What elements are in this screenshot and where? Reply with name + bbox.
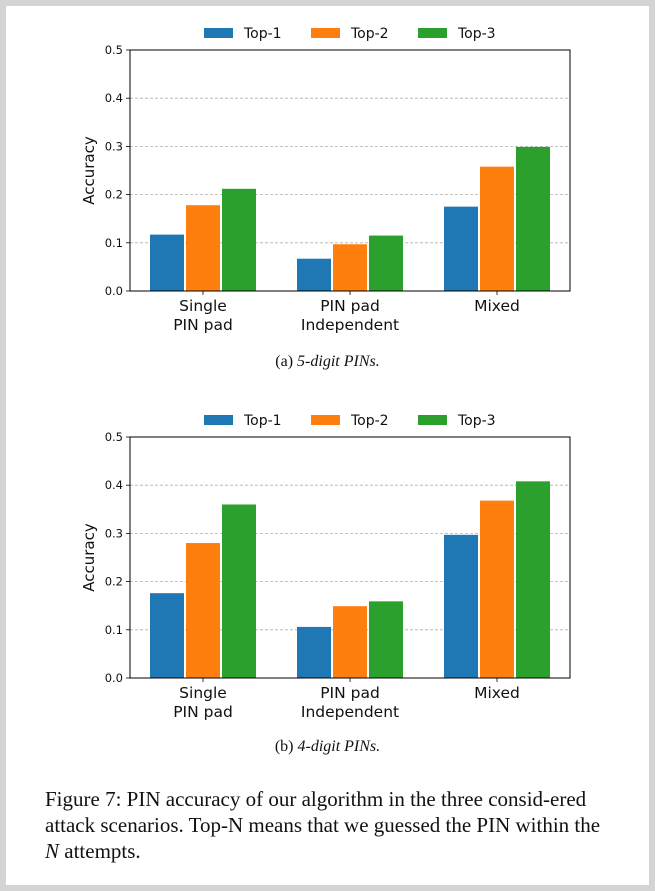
legend-swatch-top-2 — [311, 28, 340, 38]
legend-label: Top-2 — [350, 26, 389, 42]
bar-top-1 — [444, 534, 478, 678]
subcaption-a-text: 5-digit PINs. — [297, 353, 380, 370]
y-tick-label: 0.3 — [105, 526, 123, 540]
x-tick-label: Single — [179, 297, 227, 315]
y-tick-label: 0.4 — [105, 91, 123, 105]
legend-label: Top-3 — [457, 413, 496, 429]
legend-label: Top-2 — [350, 413, 389, 429]
subcaption-a-prefix: (a) — [275, 353, 298, 370]
y-tick-label: 0.0 — [105, 671, 123, 685]
bar-top-2 — [186, 543, 220, 678]
figure-caption-text: Figure 7: PIN accuracy of our algorithm … — [45, 787, 601, 837]
bar-top-2 — [480, 166, 514, 291]
y-tick-label: 0.5 — [105, 430, 123, 444]
legend-swatch-top-3 — [418, 415, 447, 425]
legend-swatch-top-2 — [311, 415, 340, 425]
y-tick-label: 0.1 — [105, 623, 123, 637]
y-tick-label: 0.1 — [105, 236, 123, 250]
legend-swatch-top-1 — [204, 28, 233, 38]
subcaption-a: (a) 5-digit PINs. — [0, 353, 655, 371]
y-tick-label: 0.4 — [105, 478, 123, 492]
bar-top-3 — [516, 146, 550, 291]
figure-caption-suffix: attempts. — [59, 839, 141, 863]
bar-top-1 — [297, 626, 331, 678]
bar-top-3 — [222, 504, 256, 678]
subcaption-b-text: 4-digit PINs. — [297, 738, 381, 755]
x-tick-label: Independent — [301, 316, 399, 334]
bar-top-1 — [297, 258, 331, 291]
x-tick-label: Mixed — [474, 297, 520, 315]
bar-top-3 — [222, 188, 256, 291]
bar-top-1 — [150, 593, 184, 678]
legend-label: Top-3 — [457, 26, 496, 42]
bar-top-3 — [369, 601, 403, 678]
x-tick-label: Single — [179, 684, 227, 702]
y-tick-label: 0.0 — [105, 284, 123, 298]
x-tick-label: PIN pad — [320, 684, 380, 702]
bar-top-1 — [150, 234, 184, 291]
x-tick-label: PIN pad — [320, 297, 380, 315]
bar-top-1 — [444, 206, 478, 291]
legend-swatch-top-3 — [418, 28, 447, 38]
bar-top-3 — [369, 235, 403, 291]
x-tick-label: Mixed — [474, 684, 520, 702]
bar-top-2 — [186, 205, 220, 291]
y-tick-label: 0.2 — [105, 188, 123, 202]
legend-swatch-top-1 — [204, 415, 233, 425]
bar-top-2 — [333, 244, 367, 291]
figure-caption: Figure 7: PIN accuracy of our algorithm … — [45, 786, 615, 864]
x-tick-label: PIN pad — [173, 316, 233, 334]
legend-label: Top-1 — [243, 26, 282, 42]
x-tick-label: Independent — [301, 703, 399, 721]
figure-caption-italic: N — [45, 839, 60, 863]
y-tick-label: 0.5 — [105, 43, 123, 57]
y-tick-label: 0.3 — [105, 139, 123, 153]
bar-top-2 — [333, 606, 367, 678]
y-axis-label: Accuracy — [80, 523, 98, 592]
x-tick-label: PIN pad — [173, 703, 233, 721]
y-axis-label: Accuracy — [80, 136, 98, 205]
bar-top-2 — [480, 500, 514, 678]
legend-label: Top-1 — [243, 413, 282, 429]
subcaption-b-prefix: (b) — [274, 738, 298, 755]
y-tick-label: 0.2 — [105, 575, 123, 589]
subcaption-b: (b) 4-digit PINs. — [0, 738, 655, 756]
bar-top-3 — [516, 481, 550, 678]
